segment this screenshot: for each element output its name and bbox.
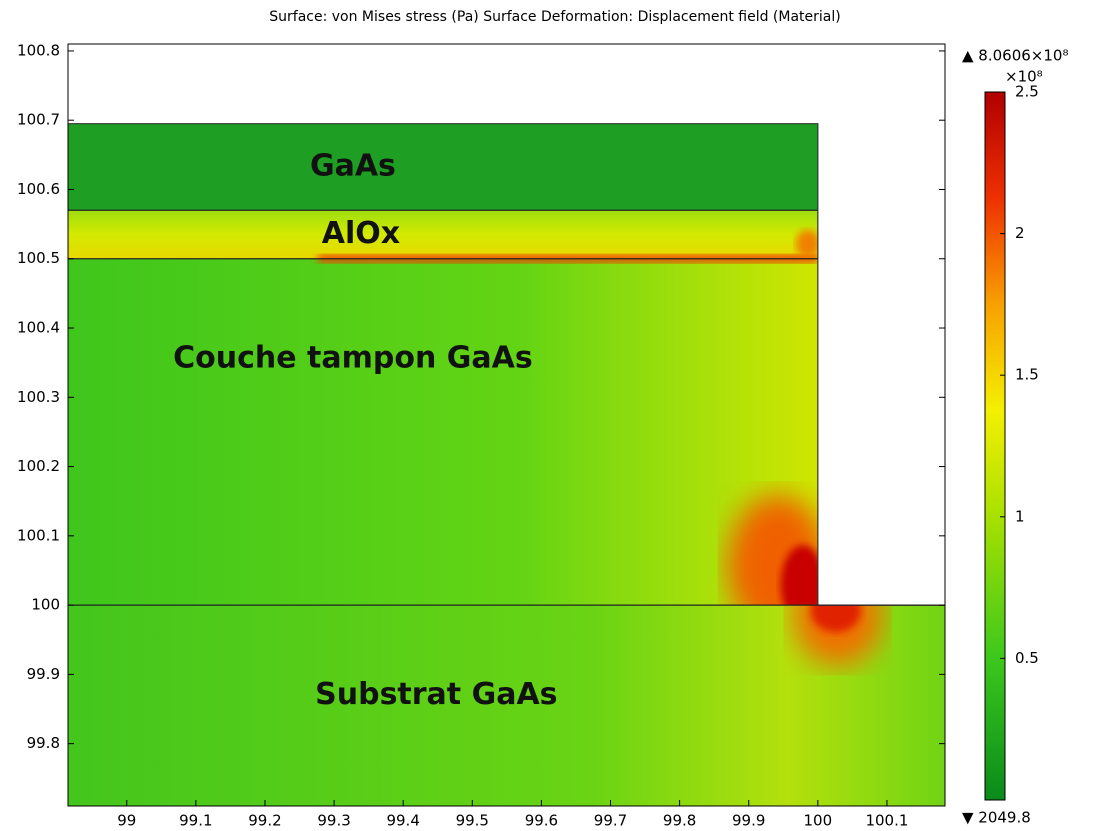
x-tick-label: 99 [117, 812, 136, 830]
region-label: AlOx [322, 216, 400, 251]
x-tick-label: 99.5 [456, 812, 489, 830]
colorbar-tick-label: 2.5 [1015, 83, 1039, 101]
x-tick-label: 99.6 [525, 812, 558, 830]
x-tick-label: 99.8 [663, 812, 696, 830]
y-tick-label: 99.8 [27, 734, 60, 752]
colorbar-tick-label: 2 [1015, 224, 1025, 242]
plot-frame [67, 43, 946, 807]
x-tick-label: 99.1 [179, 812, 212, 830]
y-tick-label: 100.1 [17, 526, 60, 544]
chart-title: Surface: von Mises stress (Pa) Surface D… [269, 9, 840, 25]
y-tick-label: 100.8 [17, 41, 60, 59]
y-tick-label: 100.2 [17, 457, 60, 475]
layer [68, 210, 818, 259]
layer [68, 258, 818, 606]
colorbar [984, 91, 1006, 801]
colorbar-min: ▼ 2049.8 [962, 809, 1031, 827]
y-tick-label: 100 [31, 596, 60, 614]
hotspot [780, 545, 818, 606]
colorbar-unit: ×10⁸ [1005, 68, 1043, 86]
y-tick-label: 100.4 [17, 319, 60, 337]
region-label: GaAs [310, 148, 396, 183]
y-tick-label: 99.9 [27, 665, 60, 683]
x-tick-label: 100.1 [865, 812, 908, 830]
hotspot [795, 229, 818, 258]
hotspot [810, 605, 861, 633]
colorbar-tick-label: 1 [1015, 507, 1025, 525]
colorbar-tick-label: 0.5 [1015, 649, 1039, 667]
region-label: Couche tampon GaAs [173, 341, 533, 376]
x-tick-label: 99.4 [386, 812, 419, 830]
x-tick-label: 99.2 [248, 812, 281, 830]
y-tick-label: 100.3 [17, 388, 60, 406]
x-tick-label: 99.9 [732, 812, 765, 830]
y-tick-label: 100.5 [17, 249, 60, 267]
y-tick-label: 100.6 [17, 180, 60, 198]
region-label: Substrat GaAs [315, 677, 557, 712]
layer [68, 123, 818, 211]
y-tick-label: 100.7 [17, 111, 60, 129]
colorbar-max: ▲ 8.0606×10⁸ [962, 47, 1068, 65]
colorbar-tick-label: 1.5 [1015, 366, 1039, 384]
x-tick-label: 99.7 [594, 812, 627, 830]
hotspots [792, 605, 883, 666]
x-tick-label: 100 [804, 812, 833, 830]
x-tick-label: 99.3 [317, 812, 350, 830]
